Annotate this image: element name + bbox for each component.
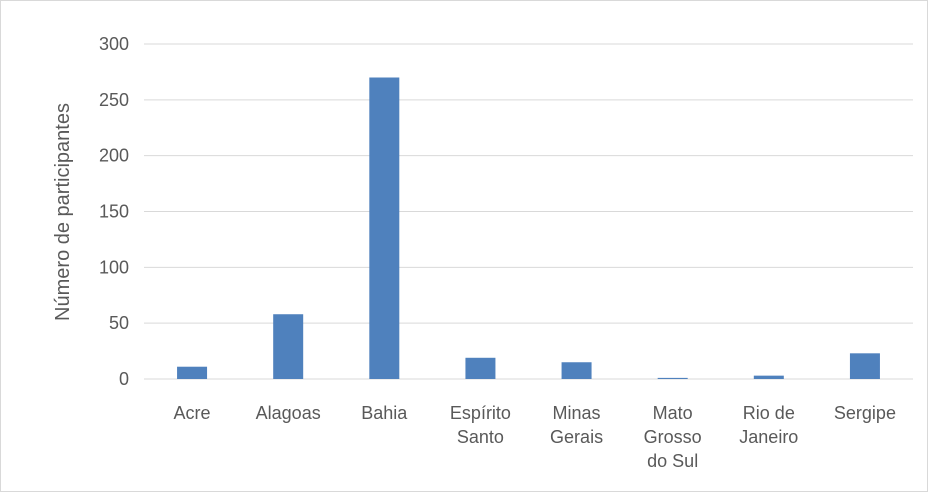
x-tick-label: Bahia [361, 403, 408, 423]
y-tick-label: 300 [99, 34, 129, 54]
x-tick-label-line: Grosso [644, 427, 702, 447]
x-tick-label-line: Minas [553, 403, 601, 423]
x-tick-label: Rio de Janeiro [739, 403, 798, 447]
x-tick-label-line: Gerais [550, 427, 603, 447]
y-axis-ticks: 0 50 100 150 200 250 300 [99, 34, 129, 389]
x-tick-label: Minas Gerais [550, 403, 603, 447]
gridlines [144, 43, 913, 380]
bar [561, 362, 592, 379]
y-tick-label: 150 [99, 202, 129, 222]
y-tick-label: 50 [109, 313, 129, 333]
x-tick-label-line: Alagoas [256, 403, 321, 423]
x-axis-ticks: Acre Alagoas Bahia Espírito Santo Minas Gerais… [174, 403, 896, 471]
x-tick-label: Mato Grosso do Sul [644, 403, 702, 471]
y-tick-label: 200 [99, 146, 129, 166]
bars [177, 77, 880, 379]
y-tick-label: 100 [99, 257, 129, 277]
x-tick-label: Alagoas [256, 403, 321, 423]
x-tick-label-line: Rio de [743, 403, 795, 423]
bar [369, 77, 400, 379]
bar [753, 375, 784, 379]
x-tick-label-line: Sergipe [834, 403, 896, 423]
y-axis-title: Número de participantes [52, 103, 74, 321]
y-tick-label: 250 [99, 90, 129, 110]
y-tick-label: 0 [119, 369, 129, 389]
x-tick-label-line: do Sul [647, 451, 698, 471]
x-tick-label-line: Bahia [361, 403, 408, 423]
bar [177, 366, 208, 379]
bar [849, 353, 880, 379]
bar [465, 357, 496, 379]
x-tick-label: Sergipe [834, 403, 896, 423]
x-tick-label-line: Acre [174, 403, 211, 423]
x-tick-label-line: Janeiro [739, 427, 798, 447]
bar [273, 314, 304, 379]
x-tick-label-line: Mato [653, 403, 693, 423]
x-tick-label: Espírito Santo [450, 403, 511, 447]
x-tick-label: Acre [174, 403, 211, 423]
x-tick-label-line: Santo [457, 427, 504, 447]
bar [657, 377, 688, 379]
x-tick-label-line: Espírito [450, 403, 511, 423]
